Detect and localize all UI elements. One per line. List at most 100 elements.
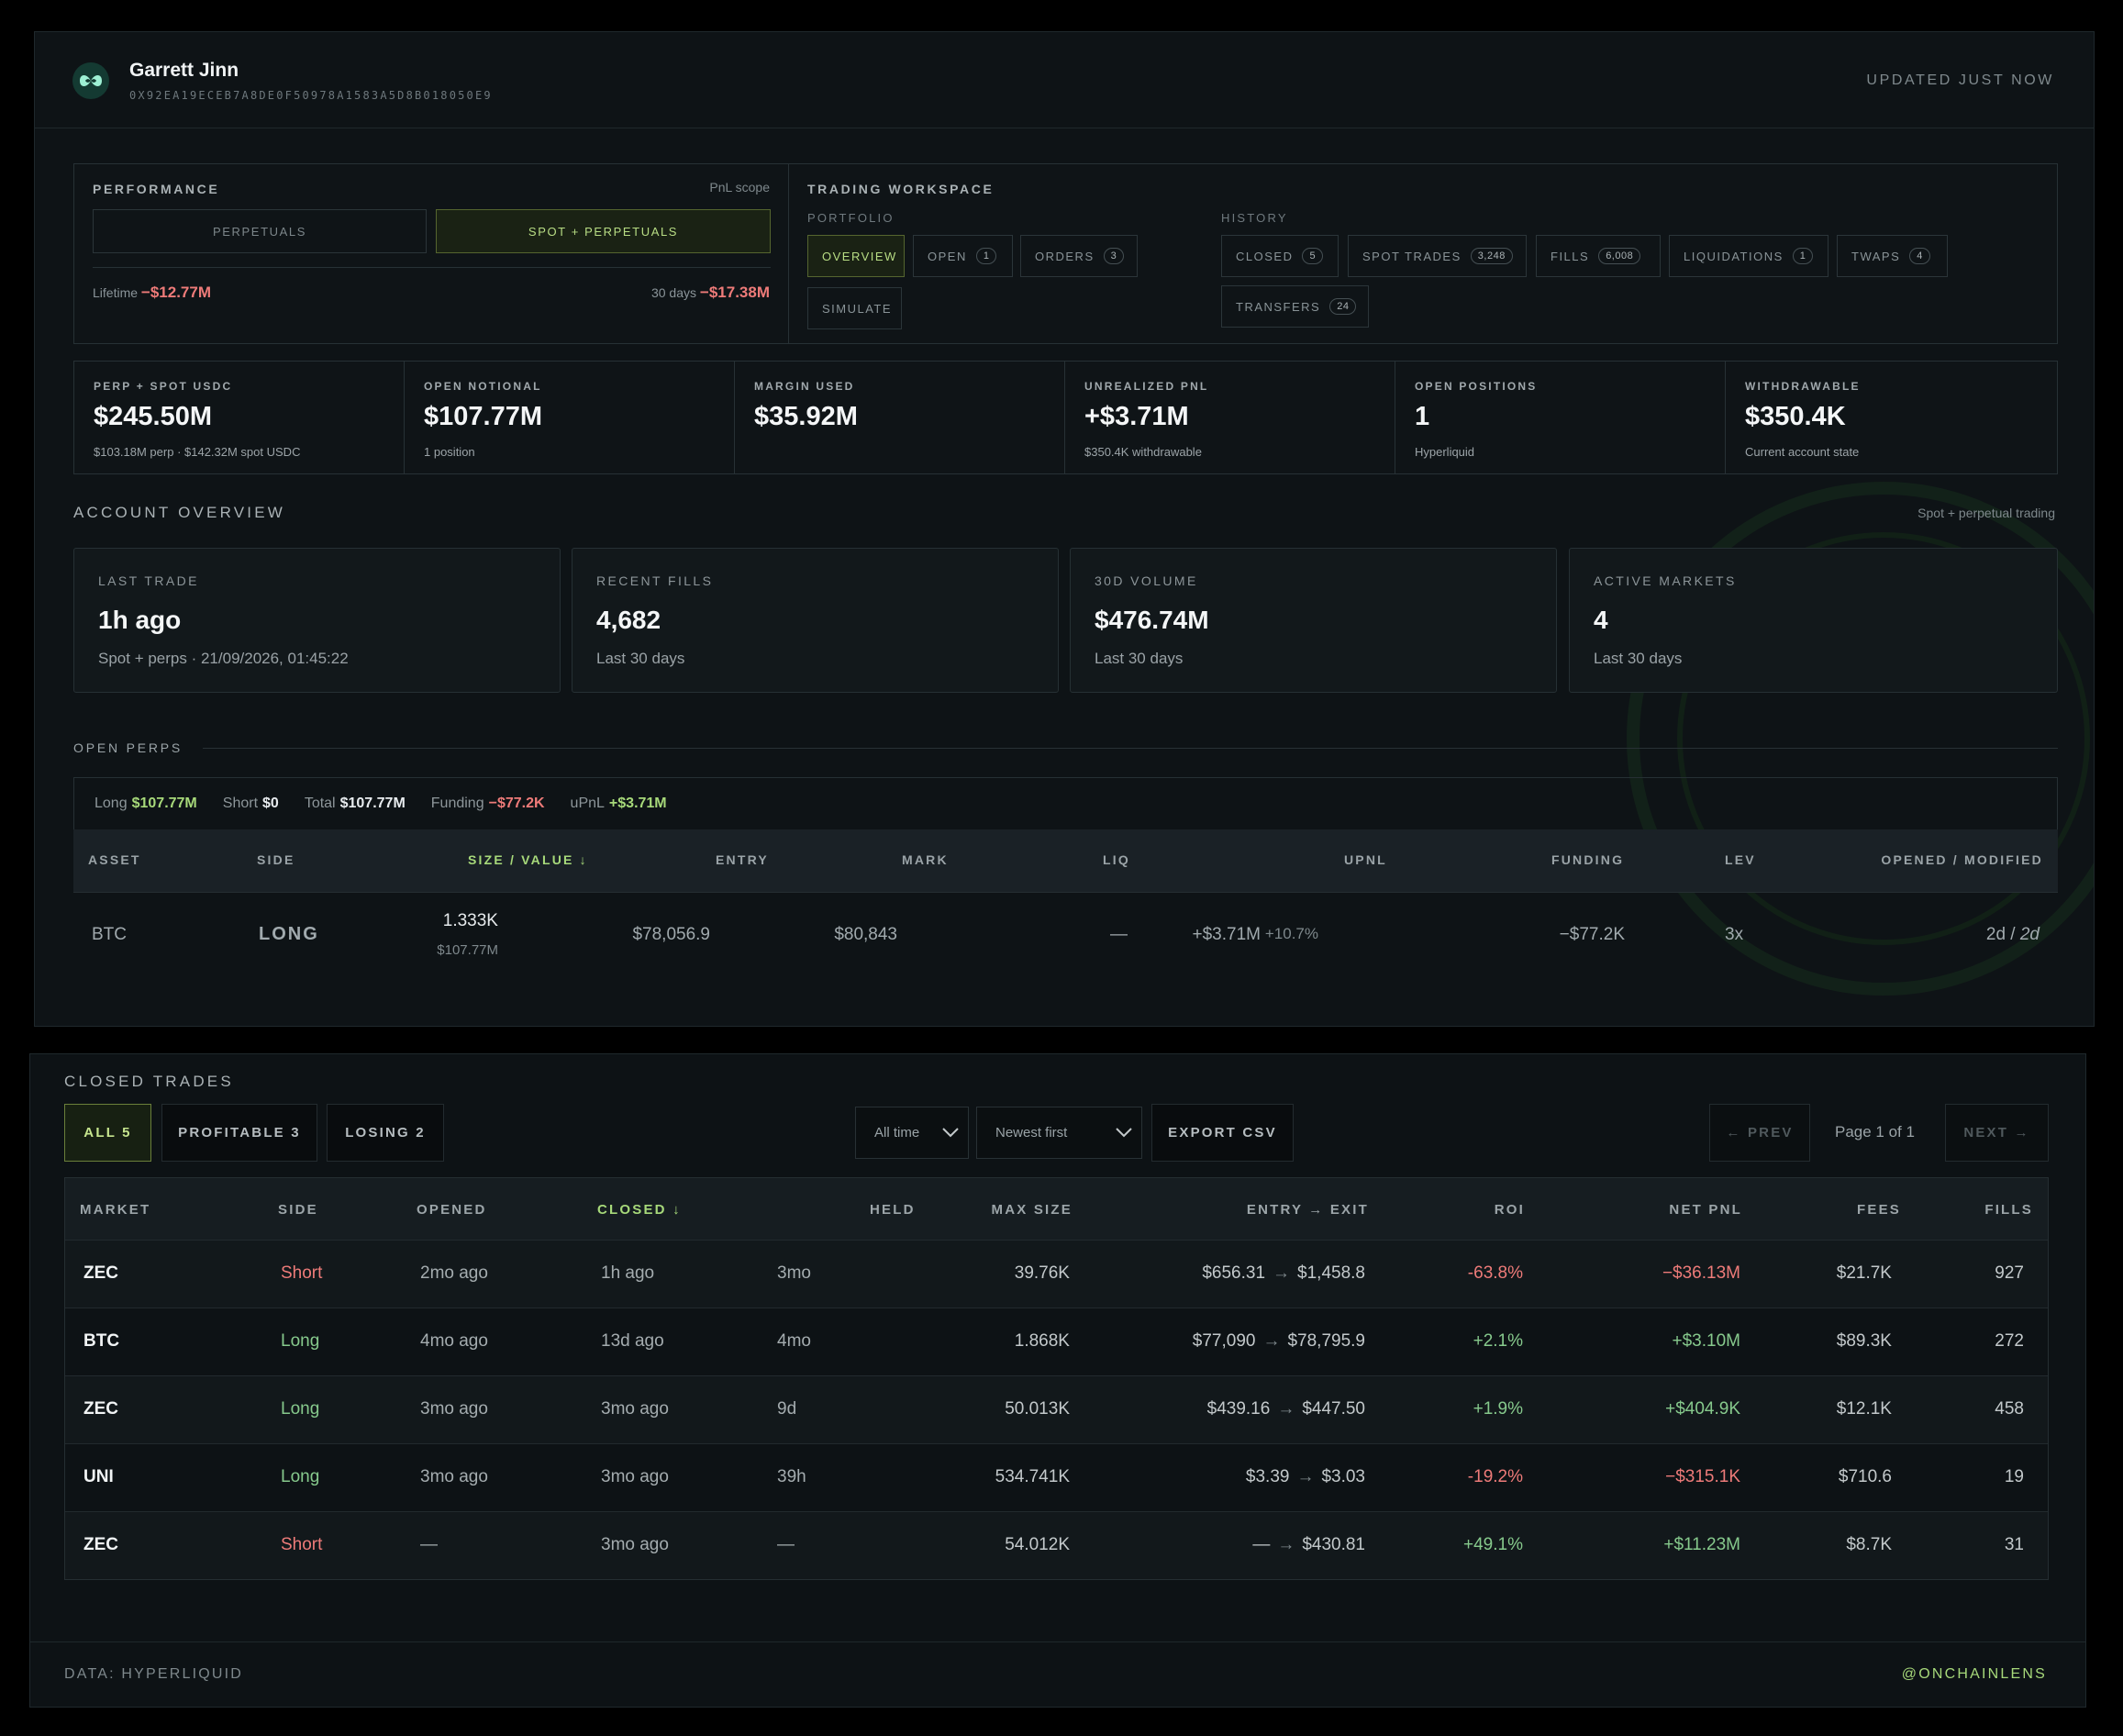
- col-lev[interactable]: LEV: [1725, 852, 1756, 867]
- tab-orders[interactable]: ORDERS 3: [1020, 235, 1138, 277]
- next-page-button[interactable]: NEXT →: [1945, 1104, 2049, 1162]
- roi-cell: +2.1%: [1473, 1331, 1523, 1351]
- market-cell: BTC: [83, 1331, 120, 1351]
- col-side[interactable]: SIDE: [257, 852, 295, 867]
- market-cell: ZEC: [83, 1263, 118, 1283]
- closed-cell: 1h ago: [601, 1263, 655, 1283]
- stat-subtext: $350.4K withdrawable: [1084, 445, 1202, 459]
- net-pnl-cell: +$404.9K: [1665, 1399, 1740, 1419]
- entry-price: $3.39: [1245, 1467, 1290, 1486]
- table-header: ASSET SIDE SIZE / VALUE ↓ ENTRY MARK LIQ…: [73, 829, 2058, 892]
- filter-all-button[interactable]: ALL 5: [64, 1104, 151, 1162]
- workspace-title: TRADING WORKSPACE: [807, 182, 995, 196]
- tab-liquidations[interactable]: LIQUIDATIONS 1: [1669, 235, 1828, 277]
- exit-price: $3.03: [1321, 1467, 1365, 1486]
- table-row[interactable]: UNI Long 3mo ago 3mo ago 39h 534.741K -19.2% −$…: [65, 1443, 2048, 1511]
- footer: DATA: HYPERLIQUID @ONCHAINLENS: [30, 1641, 2085, 1708]
- table-row[interactable]: BTC Long 4mo ago 13d ago 4mo 1.868K +2.1% +$3.1…: [65, 1308, 2048, 1375]
- arrow-right-icon: →: [1262, 1331, 1281, 1351]
- max-size-cell: 39.76K: [1014, 1263, 1070, 1283]
- sort-value: Newest first: [995, 1125, 1068, 1141]
- tab-spot-trades[interactable]: SPOT TRADES 3,248: [1348, 235, 1527, 277]
- stat-open-notional: OPEN NOTIONAL $107.77M 1 position: [404, 361, 735, 474]
- col-held[interactable]: HELD: [870, 1202, 916, 1218]
- max-size-cell: 534.741K: [995, 1467, 1070, 1486]
- count-badge: 5: [1302, 248, 1324, 264]
- col-funding[interactable]: FUNDING: [1551, 852, 1625, 867]
- col-roi[interactable]: ROI: [1494, 1202, 1525, 1218]
- col-size-value[interactable]: SIZE / VALUE ↓: [468, 852, 588, 867]
- fills-cell: 272: [1995, 1331, 2024, 1351]
- lifetime-label: Lifetime: [93, 285, 139, 300]
- thirty-day-label: 30 days: [650, 285, 697, 300]
- col-max-size[interactable]: MAX SIZE: [991, 1202, 1073, 1218]
- tab-twaps[interactable]: TWAPS 4: [1837, 235, 1948, 277]
- page-indicator: Page 1 of 1: [1835, 1123, 1915, 1141]
- col-market[interactable]: MARKET: [80, 1202, 151, 1218]
- wallet-address[interactable]: 0X92EA19ECEB7A8DE0F50978A1583A5D8B018050…: [129, 89, 493, 102]
- col-side[interactable]: SIDE: [278, 1202, 318, 1218]
- prev-page-button[interactable]: ← PREV: [1709, 1104, 1810, 1162]
- arrow-right-icon: →: [1277, 1399, 1295, 1419]
- market-cell: ZEC: [83, 1535, 118, 1554]
- col-mark[interactable]: MARK: [902, 852, 949, 867]
- tab-simulate[interactable]: SIMULATE: [807, 287, 902, 329]
- table-row[interactable]: BTC LONG 1.333K $107.77M $78,056.9 $80,8…: [73, 892, 2058, 979]
- tab-perpetuals[interactable]: PERPETUALS: [93, 209, 427, 253]
- tab-overview-label: OVERVIEW: [822, 249, 897, 263]
- filter-losing-button[interactable]: LOSING 2: [327, 1104, 444, 1162]
- table-row[interactable]: ZEC Long 3mo ago 3mo ago 9d 50.013K +1.9% +$404…: [65, 1375, 2048, 1443]
- col-entry-exit[interactable]: ENTRY → EXIT: [1246, 1202, 1369, 1218]
- tab-transfers[interactable]: TRANSFERS 24: [1221, 285, 1369, 328]
- tab-closed[interactable]: CLOSED 5: [1221, 235, 1339, 277]
- stat-subtext: Hyperliquid: [1415, 445, 1475, 459]
- summary-label: Funding: [430, 796, 484, 811]
- tab-overview[interactable]: OVERVIEW: [807, 235, 905, 277]
- section-divider: [203, 748, 2058, 749]
- stat-unrealized-pnl: UNREALIZED PNL +$3.71M $350.4K withdrawa…: [1064, 361, 1395, 474]
- arrow-right-icon: →: [1296, 1467, 1315, 1486]
- modified-cell: 2d: [2019, 925, 2040, 944]
- count-badge: 1: [975, 248, 997, 264]
- col-asset[interactable]: ASSET: [88, 852, 141, 867]
- market-cell: UNI: [83, 1467, 114, 1486]
- funding-cell: −$77.2K: [1559, 925, 1625, 944]
- summary-total-value: $107.77M: [339, 796, 406, 811]
- count-badge: 3: [1103, 248, 1125, 264]
- filter-profitable-button[interactable]: PROFITABLE 3: [161, 1104, 317, 1162]
- tab-spot-perpetuals[interactable]: SPOT + PERPETUALS: [436, 209, 771, 253]
- stat-title: OPEN POSITIONS: [1415, 380, 1538, 393]
- col-upnl[interactable]: UPNL: [1344, 852, 1387, 867]
- roi-cell: +49.1%: [1463, 1535, 1523, 1554]
- tab-transfers-label: TRANSFERS: [1236, 299, 1321, 314]
- tab-fills[interactable]: FILLS 6,008: [1536, 235, 1661, 277]
- sort-select[interactable]: Newest first: [976, 1107, 1142, 1159]
- col-net-pnl[interactable]: NET PNL: [1669, 1202, 1742, 1218]
- closed-trades-title: CLOSED TRADES: [64, 1073, 234, 1090]
- opened-cell: —: [420, 1535, 438, 1554]
- count-badge: 4: [1909, 248, 1930, 264]
- closed-cell: 3mo ago: [601, 1467, 669, 1486]
- col-fees[interactable]: FEES: [1857, 1202, 1901, 1218]
- table-row[interactable]: ZEC Short — 3mo ago — 54.012K +49.1% +$11.23M $8…: [65, 1511, 2048, 1579]
- stat-title: UNREALIZED PNL: [1084, 380, 1209, 393]
- table-row[interactable]: ZEC Short 2mo ago 1h ago 3mo 39.76K -63.8% −$36…: [65, 1240, 2048, 1308]
- time-range-select[interactable]: All time: [855, 1107, 969, 1159]
- handle-link[interactable]: @ONCHAINLENS: [1901, 1666, 2047, 1682]
- tab-open[interactable]: OPEN 1: [913, 235, 1013, 277]
- export-csv-button[interactable]: EXPORT CSV: [1151, 1104, 1294, 1162]
- opened-cell: 2mo ago: [420, 1263, 488, 1283]
- col-fills[interactable]: FILLS: [1984, 1202, 2033, 1218]
- side-cell: Long: [281, 1331, 320, 1351]
- col-closed[interactable]: CLOSED ↓: [597, 1202, 682, 1218]
- held-cell: —: [777, 1535, 795, 1554]
- card-value: $476.74M: [1095, 606, 1209, 634]
- market-cell: ZEC: [83, 1399, 118, 1419]
- col-opened-modified[interactable]: OPENED / MODIFIED: [1881, 852, 2043, 867]
- col-entry[interactable]: ENTRY: [716, 852, 769, 867]
- opened-cell: 3mo ago: [420, 1399, 488, 1419]
- col-liq[interactable]: LIQ: [1103, 852, 1130, 867]
- net-pnl-cell: −$36.13M: [1662, 1263, 1740, 1283]
- opened-cell: 3mo ago: [420, 1467, 488, 1486]
- col-opened[interactable]: OPENED: [417, 1202, 487, 1218]
